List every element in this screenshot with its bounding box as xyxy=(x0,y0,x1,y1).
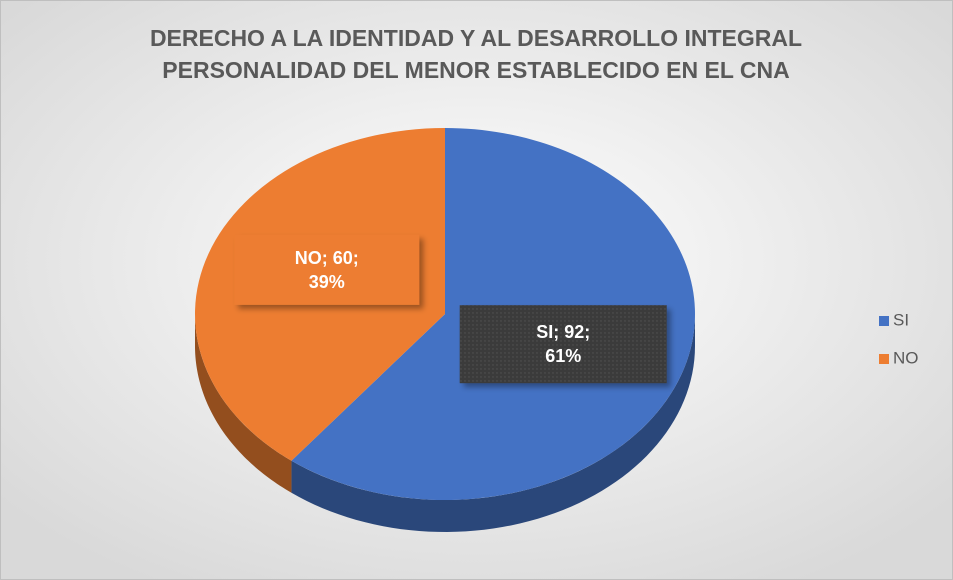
legend-swatch xyxy=(879,354,889,364)
data-label-box xyxy=(234,234,420,305)
legend-label: NO xyxy=(893,348,919,367)
legend-swatch xyxy=(879,316,889,326)
pie-side xyxy=(291,314,695,532)
legend-label: SI xyxy=(893,310,909,329)
data-label-box xyxy=(459,305,667,384)
data-label: SI; 92; 61% xyxy=(536,322,590,366)
pie-side xyxy=(195,314,292,493)
data-label: NO; 60; 39% xyxy=(295,248,359,292)
chart-title: DERECHO A LA IDENTIDAD Y AL DESARROLLO I… xyxy=(150,25,802,83)
